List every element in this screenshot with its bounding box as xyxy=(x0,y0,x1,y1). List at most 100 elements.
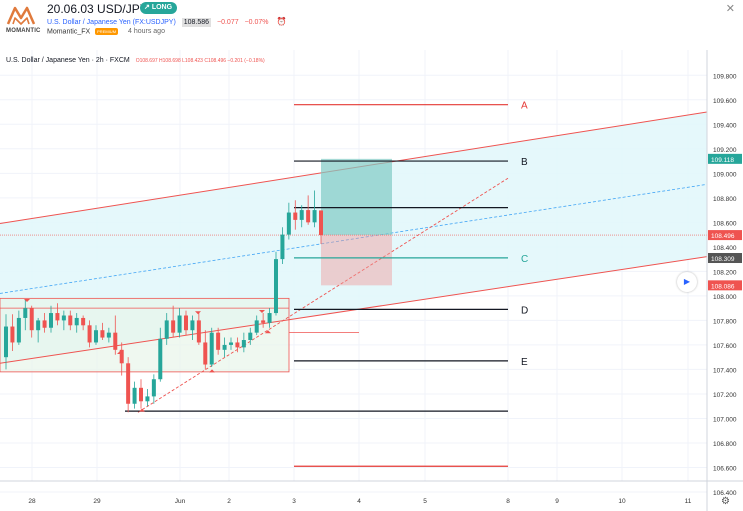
event-dot-icon xyxy=(511,485,514,488)
price-tick-label: 109.000 xyxy=(713,171,737,178)
price-tag xyxy=(708,230,742,241)
swing-high-marker xyxy=(259,310,265,314)
price-tag xyxy=(708,253,742,264)
candle-body xyxy=(203,342,208,365)
swing-low-marker xyxy=(117,351,123,355)
candle-body xyxy=(4,326,8,358)
price-tag xyxy=(708,153,742,164)
candle-body xyxy=(209,332,214,365)
channel-midline xyxy=(0,183,707,294)
price-tick-label: 108.200 xyxy=(713,269,737,276)
settings-gear-icon[interactable]: ⚙ xyxy=(721,496,730,507)
economic-event-icon[interactable] xyxy=(348,482,356,490)
economic-event-icon[interactable] xyxy=(548,482,556,490)
long-badge: ↗ LONG xyxy=(140,2,178,14)
swing-high-marker xyxy=(24,299,30,303)
stop-zone xyxy=(321,235,392,286)
logo-mark-icon xyxy=(6,6,36,25)
candle-body xyxy=(87,325,92,343)
time-tick-label: 28 xyxy=(28,498,36,505)
level-label-c: C xyxy=(521,254,528,265)
candle-body xyxy=(55,313,60,321)
candle-body xyxy=(171,320,176,333)
time-tick-label: 2 xyxy=(227,498,231,505)
time-tick-label: Jun xyxy=(175,498,186,505)
close-icon[interactable]: ✕ xyxy=(725,3,735,15)
economic-event-icon[interactable] xyxy=(378,482,386,490)
economic-event-icon[interactable] xyxy=(508,482,516,490)
candle-body xyxy=(184,315,188,331)
time-tick-label: 29 xyxy=(93,498,101,505)
price-chart[interactable]: A B C D E 109.800 109.600 109.400 109.200 109.00… xyxy=(0,50,743,511)
candle-body xyxy=(164,320,169,339)
candle-body xyxy=(61,315,66,321)
play-icon: ▶ xyxy=(683,277,691,286)
price-axis[interactable]: 109.800 109.600 109.400 109.200 109.000 108.8… xyxy=(706,50,742,511)
arrow-up-right-icon: ↗ xyxy=(144,4,150,11)
candle-body xyxy=(126,363,131,404)
candle-body xyxy=(241,340,246,348)
event-dot-icon xyxy=(381,485,384,488)
symbol-change: −0.077 xyxy=(217,19,239,26)
time-tick-label: 4 xyxy=(357,498,361,505)
time-tick-label: 10 xyxy=(618,498,626,505)
candle-body xyxy=(319,210,323,236)
momantic-logo: MOMANTIC xyxy=(4,4,40,40)
candle-body xyxy=(158,338,163,380)
candle-body xyxy=(293,212,298,220)
candle-body xyxy=(261,320,266,323)
time-tick-label: 11 xyxy=(685,498,692,505)
swing-high-marker xyxy=(195,311,201,315)
level-lines: A B C D E xyxy=(125,101,528,467)
candle-body xyxy=(16,317,21,343)
price-tag-label: 108.496 xyxy=(711,233,735,240)
play-button[interactable]: ▶ xyxy=(677,272,697,292)
candle-body xyxy=(280,234,285,260)
time-axis[interactable]: 28 29 Jun 2 3 4 5 8 9 10 11 xyxy=(0,480,743,505)
chart-legend: U.S. Dollar / Japanese Yen · 2h · FXCM O… xyxy=(6,57,265,64)
candle-body xyxy=(145,396,150,402)
candle-body xyxy=(274,259,278,314)
symbol-link[interactable]: U.S. Dollar / Japanese Yen (FX:USDJPY) xyxy=(47,19,176,26)
level-label-d: D xyxy=(521,305,528,316)
candle-body xyxy=(29,308,34,331)
candle-body xyxy=(299,210,304,220)
candle-body xyxy=(222,344,227,350)
economic-event-icon[interactable] xyxy=(412,482,420,490)
legend-symbol: U.S. Dollar / Japanese Yen · 2h · FXCM xyxy=(6,57,130,64)
price-tag-label: 109.118 xyxy=(711,157,734,164)
candle-body xyxy=(177,315,182,333)
event-dot-icon xyxy=(415,485,418,488)
candle-body xyxy=(190,320,195,331)
swing-low-marker xyxy=(265,330,271,334)
symbol-line: U.S. Dollar / Japanese Yen (FX:USDJPY) 1… xyxy=(47,17,287,27)
time-tick-label: 5 xyxy=(423,498,427,505)
economic-event-icon[interactable] xyxy=(574,482,582,490)
time-tick-label: 9 xyxy=(555,498,559,505)
time-tick-label: 8 xyxy=(506,498,510,505)
time-tick-label: 3 xyxy=(292,498,296,505)
economic-event-icon[interactable] xyxy=(476,482,484,490)
event-icons xyxy=(348,482,582,490)
long-badge-label: LONG xyxy=(151,4,173,11)
price-tick-label: 106.400 xyxy=(713,490,737,497)
candle-body xyxy=(139,387,143,402)
swing-markers xyxy=(24,299,271,412)
candle-body xyxy=(254,320,259,333)
alert-bell-icon[interactable]: ⏰ xyxy=(276,17,287,26)
candle-body xyxy=(10,326,15,343)
price-tick-label: 107.800 xyxy=(713,318,737,325)
economic-event-icon[interactable] xyxy=(460,482,468,490)
publish-time: 4 hours ago xyxy=(127,28,165,36)
idea-header: MOMANTIC 20.06.03 USD/JPY ↗ LONG U.S. Do… xyxy=(0,0,743,44)
event-dot-icon xyxy=(527,485,530,488)
candle-body xyxy=(196,320,201,343)
price-tick-label: 107.000 xyxy=(713,416,737,423)
economic-event-icon[interactable] xyxy=(446,482,454,490)
candle-body xyxy=(151,379,156,397)
author-name[interactable]: Momantic_FX xyxy=(47,28,91,36)
event-dot-icon xyxy=(479,485,482,488)
channel-lower-line xyxy=(0,256,707,364)
economic-event-icon[interactable] xyxy=(524,482,532,490)
candle-body xyxy=(229,342,233,345)
